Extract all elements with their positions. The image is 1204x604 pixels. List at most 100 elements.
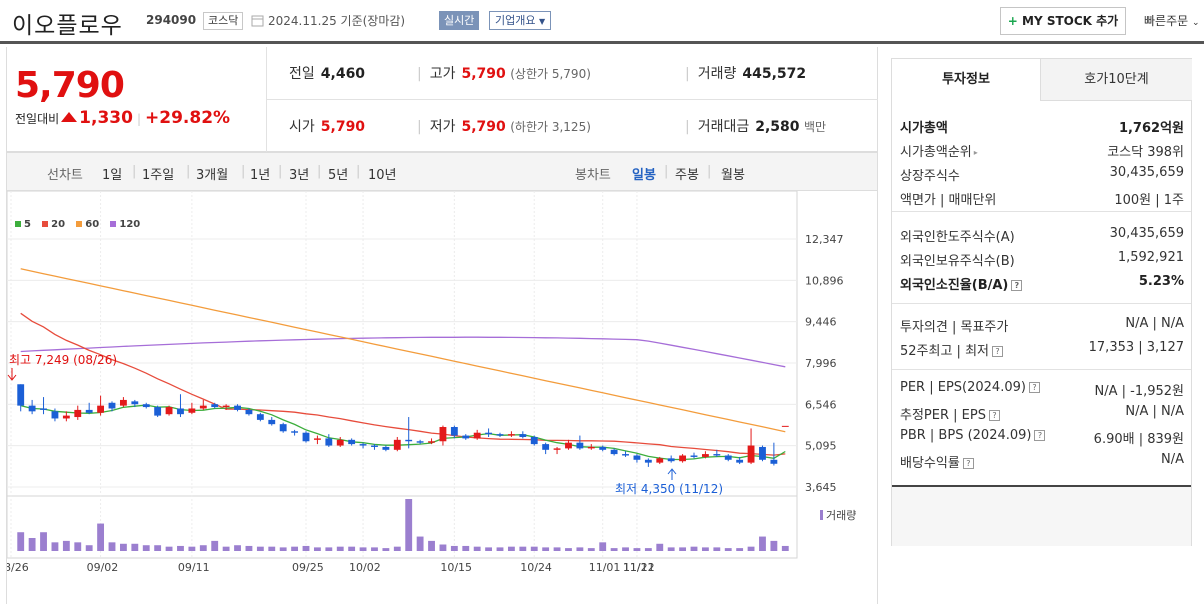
company-name: 이오플로우 [12,13,123,39]
volume-bar [622,547,629,551]
chevron-right-icon[interactable]: ▸ [973,148,978,157]
info-value: 코스닥 398위 [1107,145,1184,160]
candle [359,444,367,446]
invest-info-panel: 투자정보 호가10단계 시가총액 1,762억원 시가총액순위 ▸ 코스닥 398위 상장… [891,58,1192,546]
volume-bar [405,499,413,551]
info-value: 30,435,659 [1109,165,1184,180]
tab-10year[interactable]: 10년 [368,168,397,183]
ma120-line [20,336,786,368]
candle [667,458,675,462]
candle [496,434,504,436]
volume-bar [291,546,299,551]
volume-bar [256,546,264,551]
ma60-line [20,268,786,433]
change-percent: +29.82% [145,108,231,128]
stock-header: 이오플로우 294090 코스닥 2024.11.25 기준(장마감) 실시간 … [0,0,1204,44]
volume-bar [51,542,59,551]
help-icon[interactable]: ? [1028,382,1040,393]
volume-bar [736,548,744,551]
info-row: 시가총액순위 ▸ 코스닥 398위 [900,141,1184,163]
tab-3month[interactable]: 3개월 [196,168,229,183]
tab-weekly[interactable]: 주봉 [675,168,699,183]
info-value: 100원 | 1주 [1114,193,1184,208]
candle [473,432,481,439]
volume-bar [62,540,70,551]
line-chart-label: 선차트 [47,168,83,183]
amount-unit: 백만 [804,120,827,134]
help-icon[interactable]: ? [1011,280,1023,291]
info-key: PBR | BPS (2024.09)? [900,428,1046,443]
volume-bar [759,536,766,551]
volume-bar [496,547,504,551]
candle [679,455,687,462]
y-tick-label: 12,347 [805,233,844,246]
y-tick-label: 10,896 [805,274,844,287]
volume-bar [690,546,698,551]
candle [450,427,458,436]
change-value: 1,330 [79,108,133,128]
candle [393,439,401,450]
info-value: 30,435,659 [1109,226,1184,241]
chart-canvas[interactable]: 12,347 10,896 9,446 7,996 6,546 5,095 3,645 08/… [7,191,877,604]
up-arrow-icon [61,112,78,122]
mystock-label: MY STOCK 추가 [1022,14,1119,28]
realtime-button[interactable]: 실시간 [439,11,480,30]
volume-bar [108,542,116,551]
amount-label: 거래대금 [697,119,750,135]
legend-ma20: 20 [42,219,65,230]
tab-1week[interactable]: 1주일 [142,168,175,183]
help-icon[interactable]: ? [1034,430,1046,441]
corp-info-dropdown[interactable]: 기업개요 ▼ [489,11,552,30]
tab-orderbook[interactable]: 호가10단계 [1041,59,1192,101]
prev-close: 전일 4,460 [289,63,365,83]
volume-bar [382,548,390,551]
volume-bar [268,546,276,551]
volume-bar [313,547,321,551]
volume-bar [336,546,344,551]
tab-monthly[interactable]: 월봉 [721,168,745,183]
quick-order-button[interactable]: 빠른주문 ⌄ [1144,12,1200,29]
volume-bar [770,540,778,551]
info-row: 배당수익률? N/A [900,452,1184,474]
volume-bar [154,545,162,551]
tab-invest-info[interactable]: 투자정보 [892,59,1041,101]
candle [428,441,435,443]
tab-1year[interactable]: 1년 [250,168,271,183]
x-tick-label: 10/15 [440,561,472,574]
lower-limit: (하한가 3,125) [510,120,591,134]
ma20-line [20,312,786,456]
add-mystock-button[interactable]: + MY STOCK 추가 [1000,7,1126,35]
volume-bar [781,545,789,551]
volume-bar [747,546,755,551]
info-row: 상장주식수 30,435,659 [900,165,1184,187]
candle [62,415,70,419]
help-icon[interactable]: ? [962,458,974,469]
help-icon[interactable]: ? [988,410,1000,421]
candle [336,439,344,446]
volume-bar [462,545,470,551]
tab-1day[interactable]: 1일 [102,168,123,183]
tab-5year[interactable]: 5년 [328,168,349,183]
candle [188,408,196,413]
amount-value: 2,580 [755,119,800,135]
candle [439,427,447,442]
candle [622,454,629,456]
candle [199,405,207,409]
ma-legend: 5 20 60 120 [15,219,148,230]
volume-legend-label: 거래량 [826,509,856,522]
candle [644,459,652,463]
volume-bar [724,548,732,551]
tab-3year[interactable]: 3년 [289,168,310,183]
volume-bar [656,543,664,551]
volume-bar [473,546,481,551]
calendar-icon [251,15,264,27]
upper-limit: (상한가 5,790) [510,67,591,81]
tab-daily[interactable]: 일봉 [632,168,656,183]
help-icon[interactable]: ? [992,346,1003,357]
candle [382,446,390,450]
info-key: 외국인한도주식수(A) [900,230,1015,245]
candle [530,436,538,445]
candle [28,405,36,412]
candle [256,414,264,420]
stock-code: 294090 [146,13,197,27]
